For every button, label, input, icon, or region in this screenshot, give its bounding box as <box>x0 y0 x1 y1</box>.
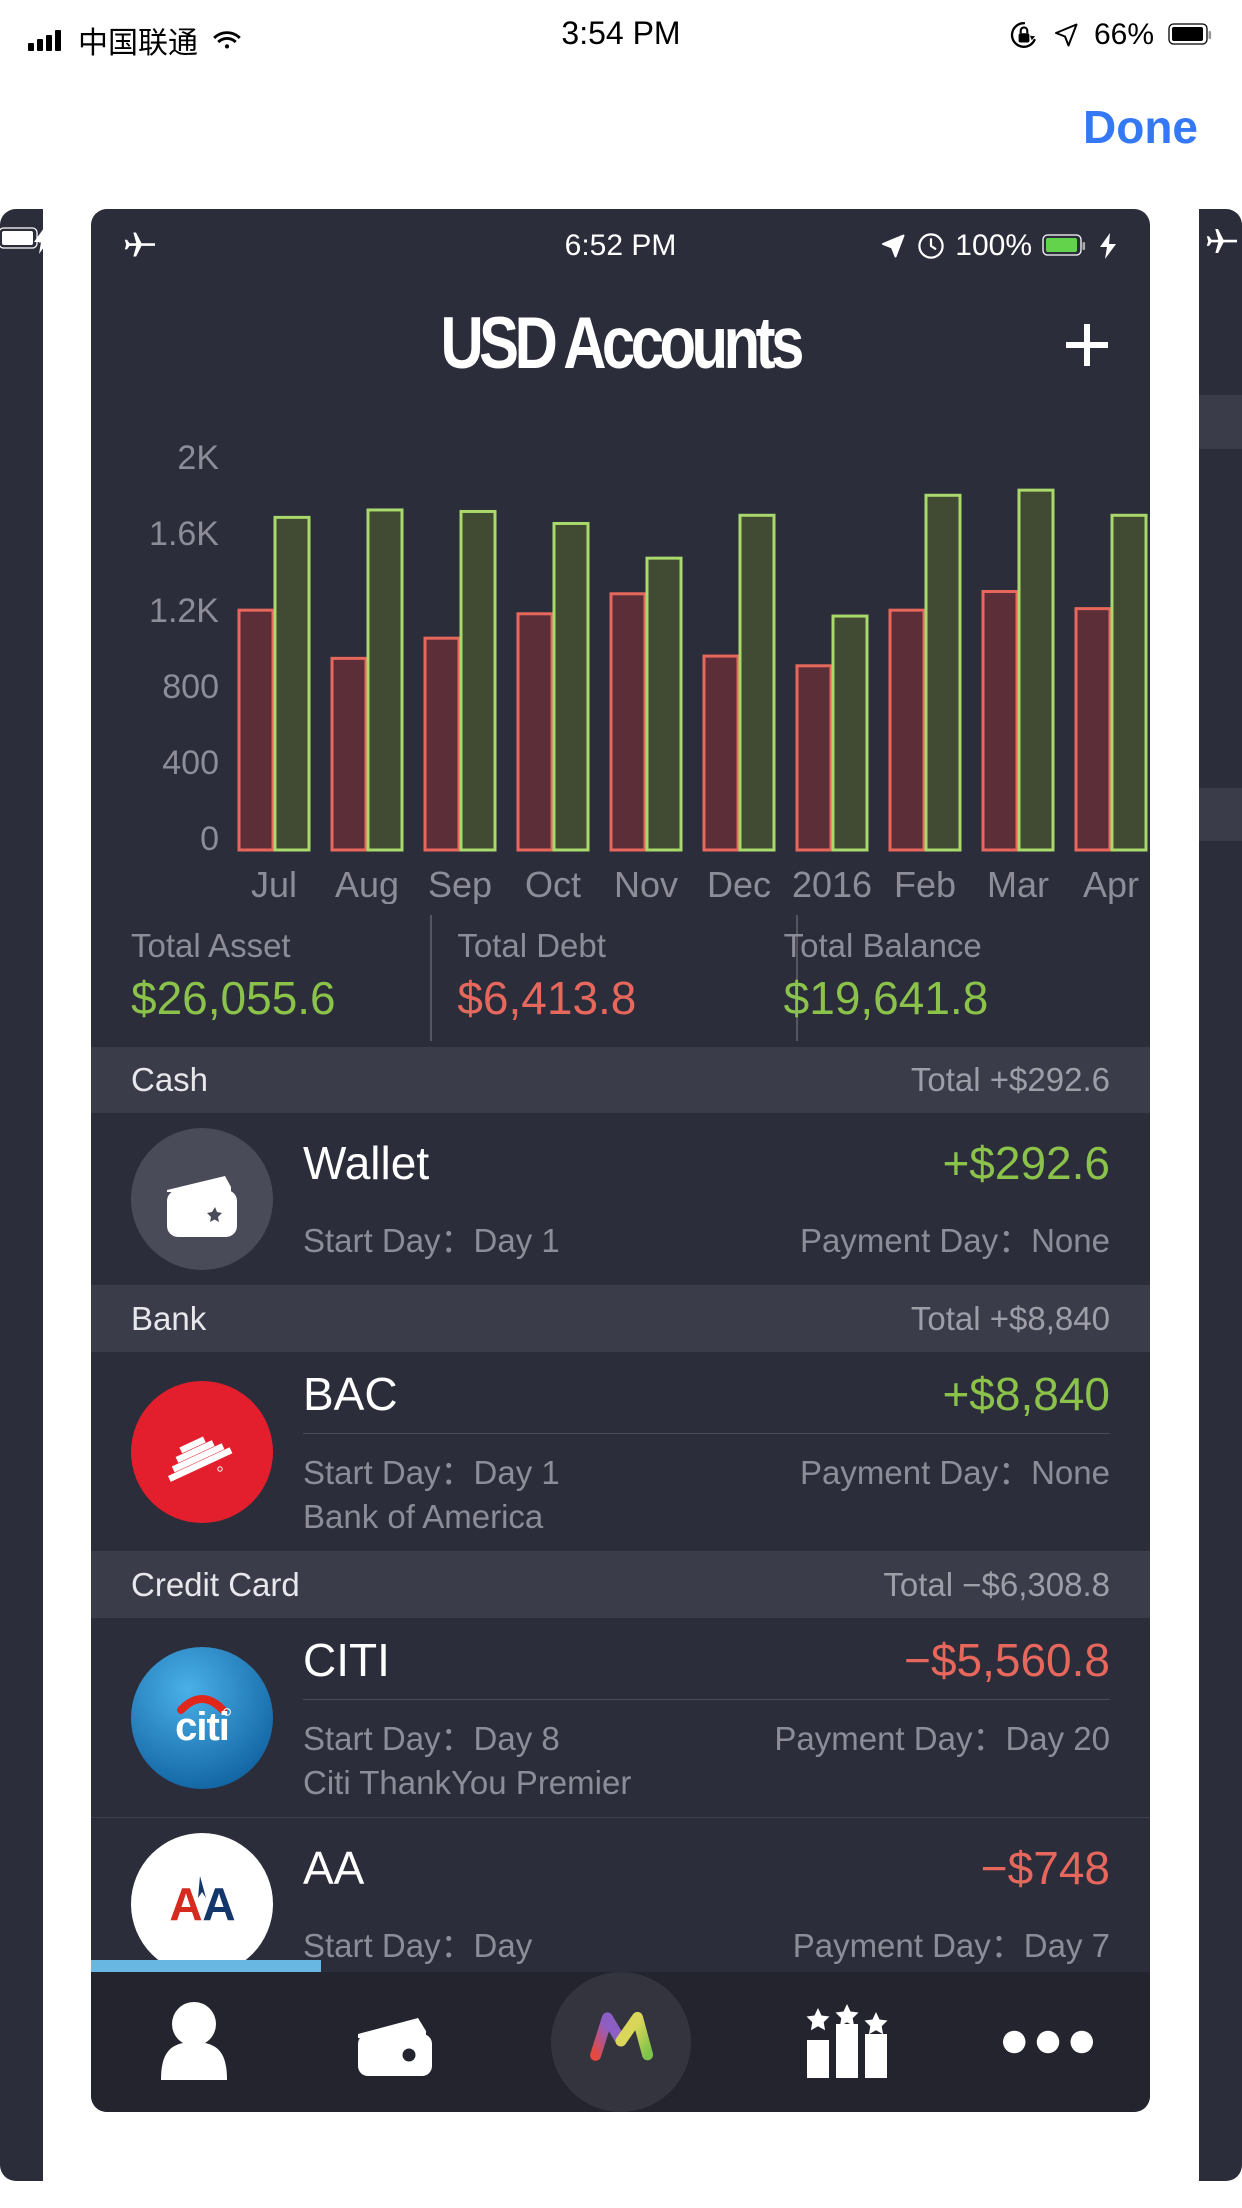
svg-text:1.6K: 1.6K <box>149 515 219 553</box>
svg-text:Feb: Feb <box>894 864 956 904</box>
svg-text:Nov: Nov <box>614 864 678 904</box>
svg-text:2016: 2016 <box>792 864 872 904</box>
svg-text:A: A <box>169 1878 202 1930</box>
svg-text:1.2K: 1.2K <box>149 592 219 630</box>
svg-text:A: A <box>202 1878 235 1930</box>
svg-text:Dec: Dec <box>707 864 771 904</box>
svg-text:citi: citi <box>175 1705 229 1749</box>
svg-text:Mar: Mar <box>987 864 1049 904</box>
svg-text:Aug: Aug <box>335 864 399 904</box>
svg-text:Apr: Apr <box>1083 864 1139 904</box>
svg-text:Jul: Jul <box>251 864 297 904</box>
svg-text:400: 400 <box>162 744 219 782</box>
svg-text:Oct: Oct <box>525 864 581 904</box>
svg-text:Sep: Sep <box>428 864 492 904</box>
svg-text:0: 0 <box>200 820 219 858</box>
svg-text:2K: 2K <box>177 439 219 477</box>
svg-text:800: 800 <box>162 668 219 706</box>
